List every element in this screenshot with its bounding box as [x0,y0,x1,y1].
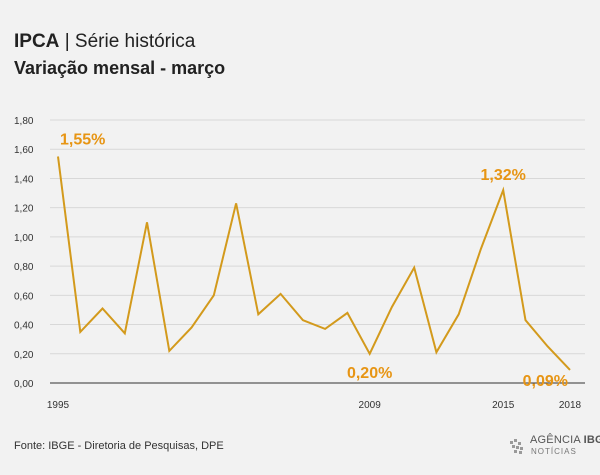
source-note: Fonte: IBGE - Diretoria de Pesquisas, DP… [14,440,224,452]
y-tick-label: 1,60 [14,145,34,156]
title-rest: Série histórica [74,31,196,52]
data-label: 0,20% [347,365,392,382]
x-tick-label: 2009 [359,400,382,411]
data-label: 1,32% [481,167,526,184]
annotations: 1,55% 0,20% 1,32% 0,09% [60,132,568,390]
y-tick-label: 0,60 [14,291,34,302]
logo-brand-text: AGÊNCIA IBGE [530,434,600,446]
title-separator: | [64,31,70,52]
data-label: 1,55% [60,132,105,149]
series [57,156,571,371]
y-tick-label: 1,40 [14,174,34,185]
series-line [57,156,571,371]
line-chart: 0,00 0,20 0,40 0,60 0,80 1,00 1,20 1,40 1,60 1,80… [14,116,585,411]
y-tick-label: 0,40 [14,321,34,332]
logo-section-text: NOTÍCIAS [531,447,577,456]
ibge-logo-icon [510,439,523,454]
x-tick-label: 2018 [559,400,582,411]
y-tick-label: 1,80 [14,116,34,127]
chart-subtitle: Variação mensal - março [14,58,226,78]
x-axis: 1995 2009 2015 2018 [47,382,585,411]
y-tick-label: 0,00 [14,379,34,390]
agencia-ibge-logo: AGÊNCIA IBGE NOTÍCIAS [508,433,600,459]
data-label: 0,09% [523,373,568,390]
y-axis: 0,00 0,20 0,40 0,60 0,80 1,00 1,20 1,40 1,60 1,80 [14,116,34,390]
x-tick-label: 2015 [492,400,515,411]
y-tick-label: 0,80 [14,262,34,273]
chart-title: IPCA | Série histórica [14,31,195,53]
gridlines [50,119,585,355]
y-tick-label: 1,20 [14,204,34,215]
x-tick-label: 1995 [47,400,70,411]
y-tick-label: 1,00 [14,233,34,244]
y-tick-label: 0,20 [14,350,34,361]
title-strong: IPCA [14,31,60,52]
